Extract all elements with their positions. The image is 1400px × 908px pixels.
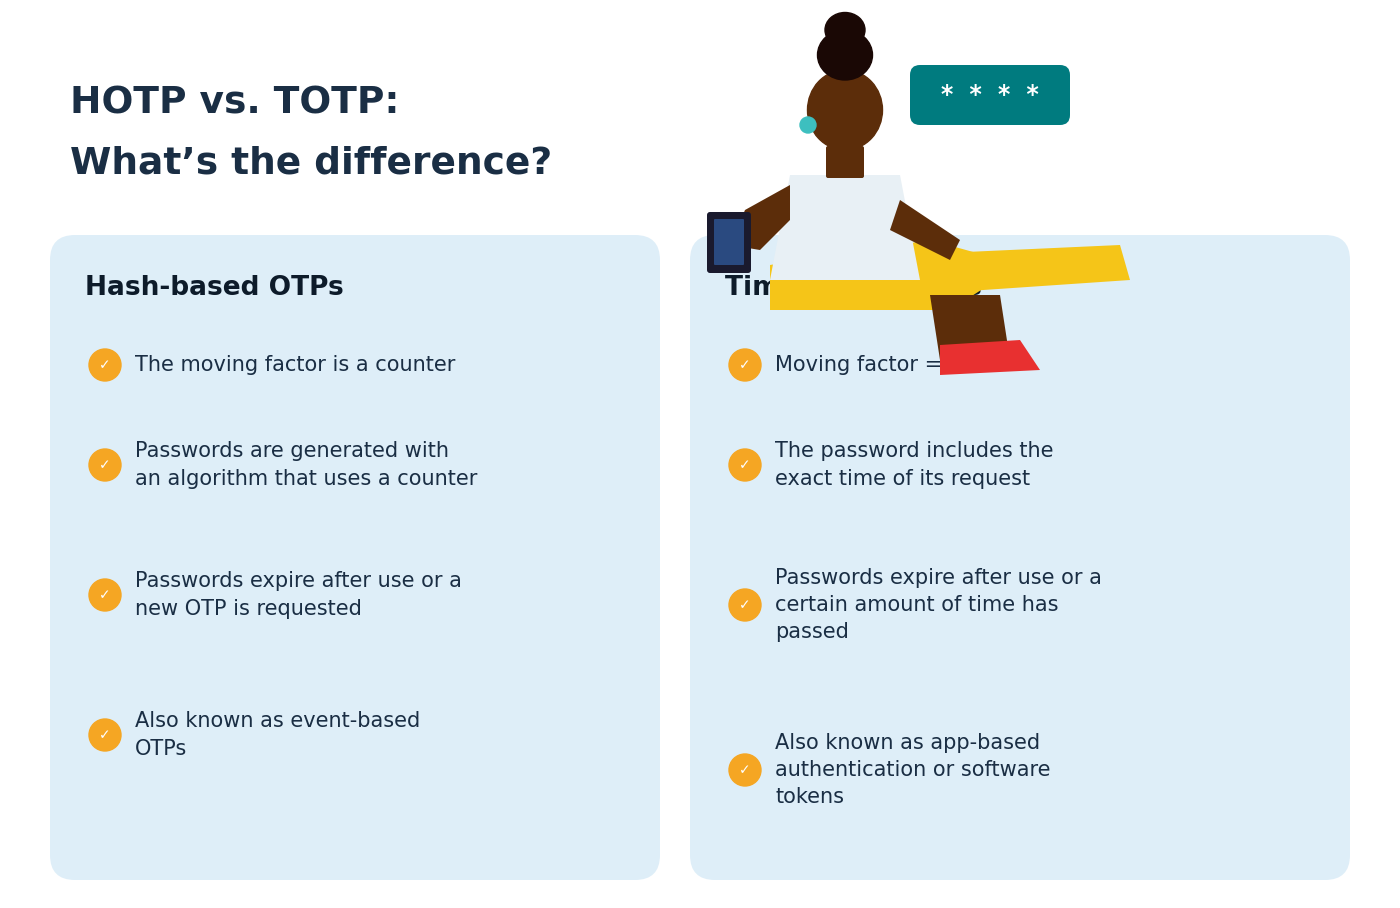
Text: Also known as event-based
OTPs: Also known as event-based OTPs <box>134 711 420 758</box>
Text: ✓: ✓ <box>99 728 111 742</box>
Text: HOTP vs. TOTP:: HOTP vs. TOTP: <box>70 85 399 121</box>
Text: ✓: ✓ <box>99 458 111 472</box>
Text: * * * *: * * * * <box>941 83 1040 107</box>
Circle shape <box>729 449 762 481</box>
Text: Also known as app-based
authentication or software
tokens: Also known as app-based authentication o… <box>776 733 1050 807</box>
Polygon shape <box>770 240 1021 310</box>
FancyBboxPatch shape <box>826 146 864 178</box>
FancyBboxPatch shape <box>707 212 750 273</box>
FancyBboxPatch shape <box>690 235 1350 880</box>
Text: The moving factor is a counter: The moving factor is a counter <box>134 355 455 375</box>
FancyBboxPatch shape <box>714 219 743 265</box>
Circle shape <box>729 754 762 786</box>
Text: ✓: ✓ <box>739 458 750 472</box>
Circle shape <box>90 449 120 481</box>
Polygon shape <box>729 185 790 250</box>
Ellipse shape <box>818 30 872 80</box>
Polygon shape <box>930 295 1009 360</box>
FancyBboxPatch shape <box>910 65 1070 125</box>
Text: ✓: ✓ <box>99 588 111 602</box>
Text: What’s the difference?: What’s the difference? <box>70 145 552 181</box>
Ellipse shape <box>808 70 882 150</box>
Text: Passwords expire after use or a
new OTP is requested: Passwords expire after use or a new OTP … <box>134 571 462 618</box>
Polygon shape <box>890 200 960 260</box>
Polygon shape <box>900 245 1130 295</box>
Circle shape <box>90 579 120 611</box>
Text: Time-based OTPs: Time-based OTPs <box>725 275 981 301</box>
Circle shape <box>90 349 120 381</box>
Circle shape <box>729 349 762 381</box>
Circle shape <box>90 719 120 751</box>
Ellipse shape <box>825 13 865 47</box>
Text: ✓: ✓ <box>739 598 750 612</box>
Text: Passwords expire after use or a
certain amount of time has
passed: Passwords expire after use or a certain … <box>776 568 1102 642</box>
FancyBboxPatch shape <box>50 235 659 880</box>
Polygon shape <box>939 340 1040 375</box>
Polygon shape <box>770 175 920 280</box>
Text: ✓: ✓ <box>739 763 750 777</box>
Text: Hash-based OTPs: Hash-based OTPs <box>85 275 344 301</box>
Text: The password includes the
exact time of its request: The password includes the exact time of … <box>776 441 1053 489</box>
Text: Moving factor = time: Moving factor = time <box>776 355 995 375</box>
Text: Passwords are generated with
an algorithm that uses a counter: Passwords are generated with an algorith… <box>134 441 477 489</box>
Circle shape <box>799 117 816 133</box>
Text: ✓: ✓ <box>99 358 111 372</box>
Circle shape <box>729 589 762 621</box>
Text: ✓: ✓ <box>739 358 750 372</box>
